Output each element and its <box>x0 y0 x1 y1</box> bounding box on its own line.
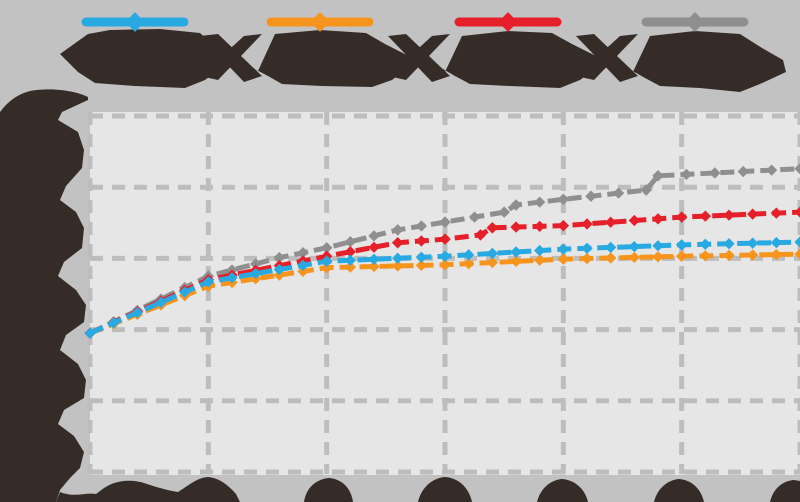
degraded-text-blobs <box>0 29 800 502</box>
legend-item-series-2 <box>266 12 374 32</box>
legend-item-series-3 <box>454 12 562 32</box>
legend-marker-blue <box>125 12 145 32</box>
legend-item-series-1 <box>81 12 189 32</box>
x-axis-label-blob-4 <box>537 479 588 502</box>
x-axis-label-blob-3 <box>418 477 472 502</box>
x-axis-label-blob-5 <box>654 479 704 502</box>
x-axis-label-blob-6 <box>770 480 800 502</box>
legend-marker-gray <box>685 12 705 32</box>
y-axis-label-blob <box>0 89 88 502</box>
series-series-1 <box>84 236 800 339</box>
legend-marker-red <box>498 12 518 32</box>
x-axis-label-blob-2 <box>304 478 353 502</box>
legend-item-series-4 <box>641 12 749 32</box>
x-axis-label-blob-left <box>56 477 240 502</box>
legend-marker-orange <box>310 12 330 32</box>
legend-blob-crossings <box>200 34 638 82</box>
gridlines <box>87 112 800 475</box>
legend <box>81 12 749 32</box>
